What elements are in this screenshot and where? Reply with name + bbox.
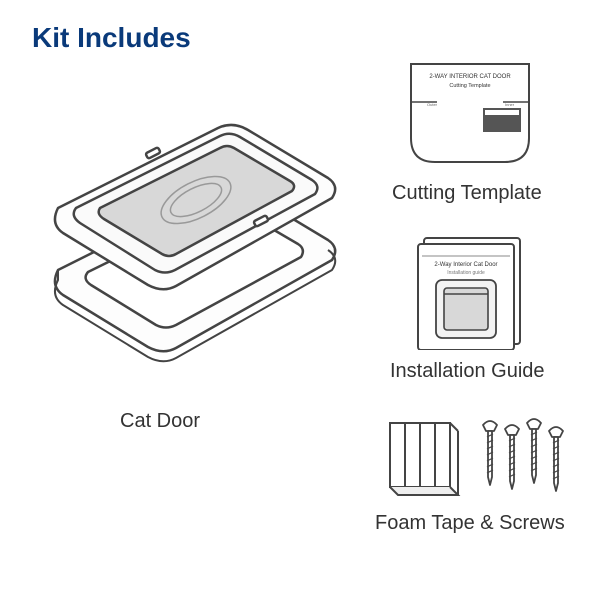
- cat-door-illustration: [18, 80, 358, 400]
- cutting-template-illustration: 2-WAY INTERIOR CAT DOOR Cutting Template…: [405, 58, 535, 168]
- installation-guide-illustration: 2-Way Interior Cat Door Installation gui…: [410, 230, 530, 350]
- cat-door-label: Cat Door: [120, 410, 200, 433]
- template-card-title: 2-WAY INTERIOR CAT DOOR: [429, 74, 511, 80]
- svg-text:Inner: Inner: [505, 102, 515, 107]
- template-card-subtitle: Cutting Template: [449, 83, 490, 89]
- svg-text:Installation guide: Installation guide: [447, 270, 485, 276]
- svg-text:Outer: Outer: [427, 102, 438, 107]
- foam-tape-illustration: [380, 415, 470, 500]
- cutting-template-label: Cutting Template: [392, 182, 542, 205]
- screws-illustration: [475, 415, 575, 500]
- guide-booklet-title: 2-Way Interior Cat Door: [434, 262, 497, 268]
- foam-screws-label: Foam Tape & Screws: [375, 512, 565, 535]
- page-title: Kit Includes: [32, 22, 191, 54]
- installation-guide-label: Installation Guide: [390, 360, 545, 383]
